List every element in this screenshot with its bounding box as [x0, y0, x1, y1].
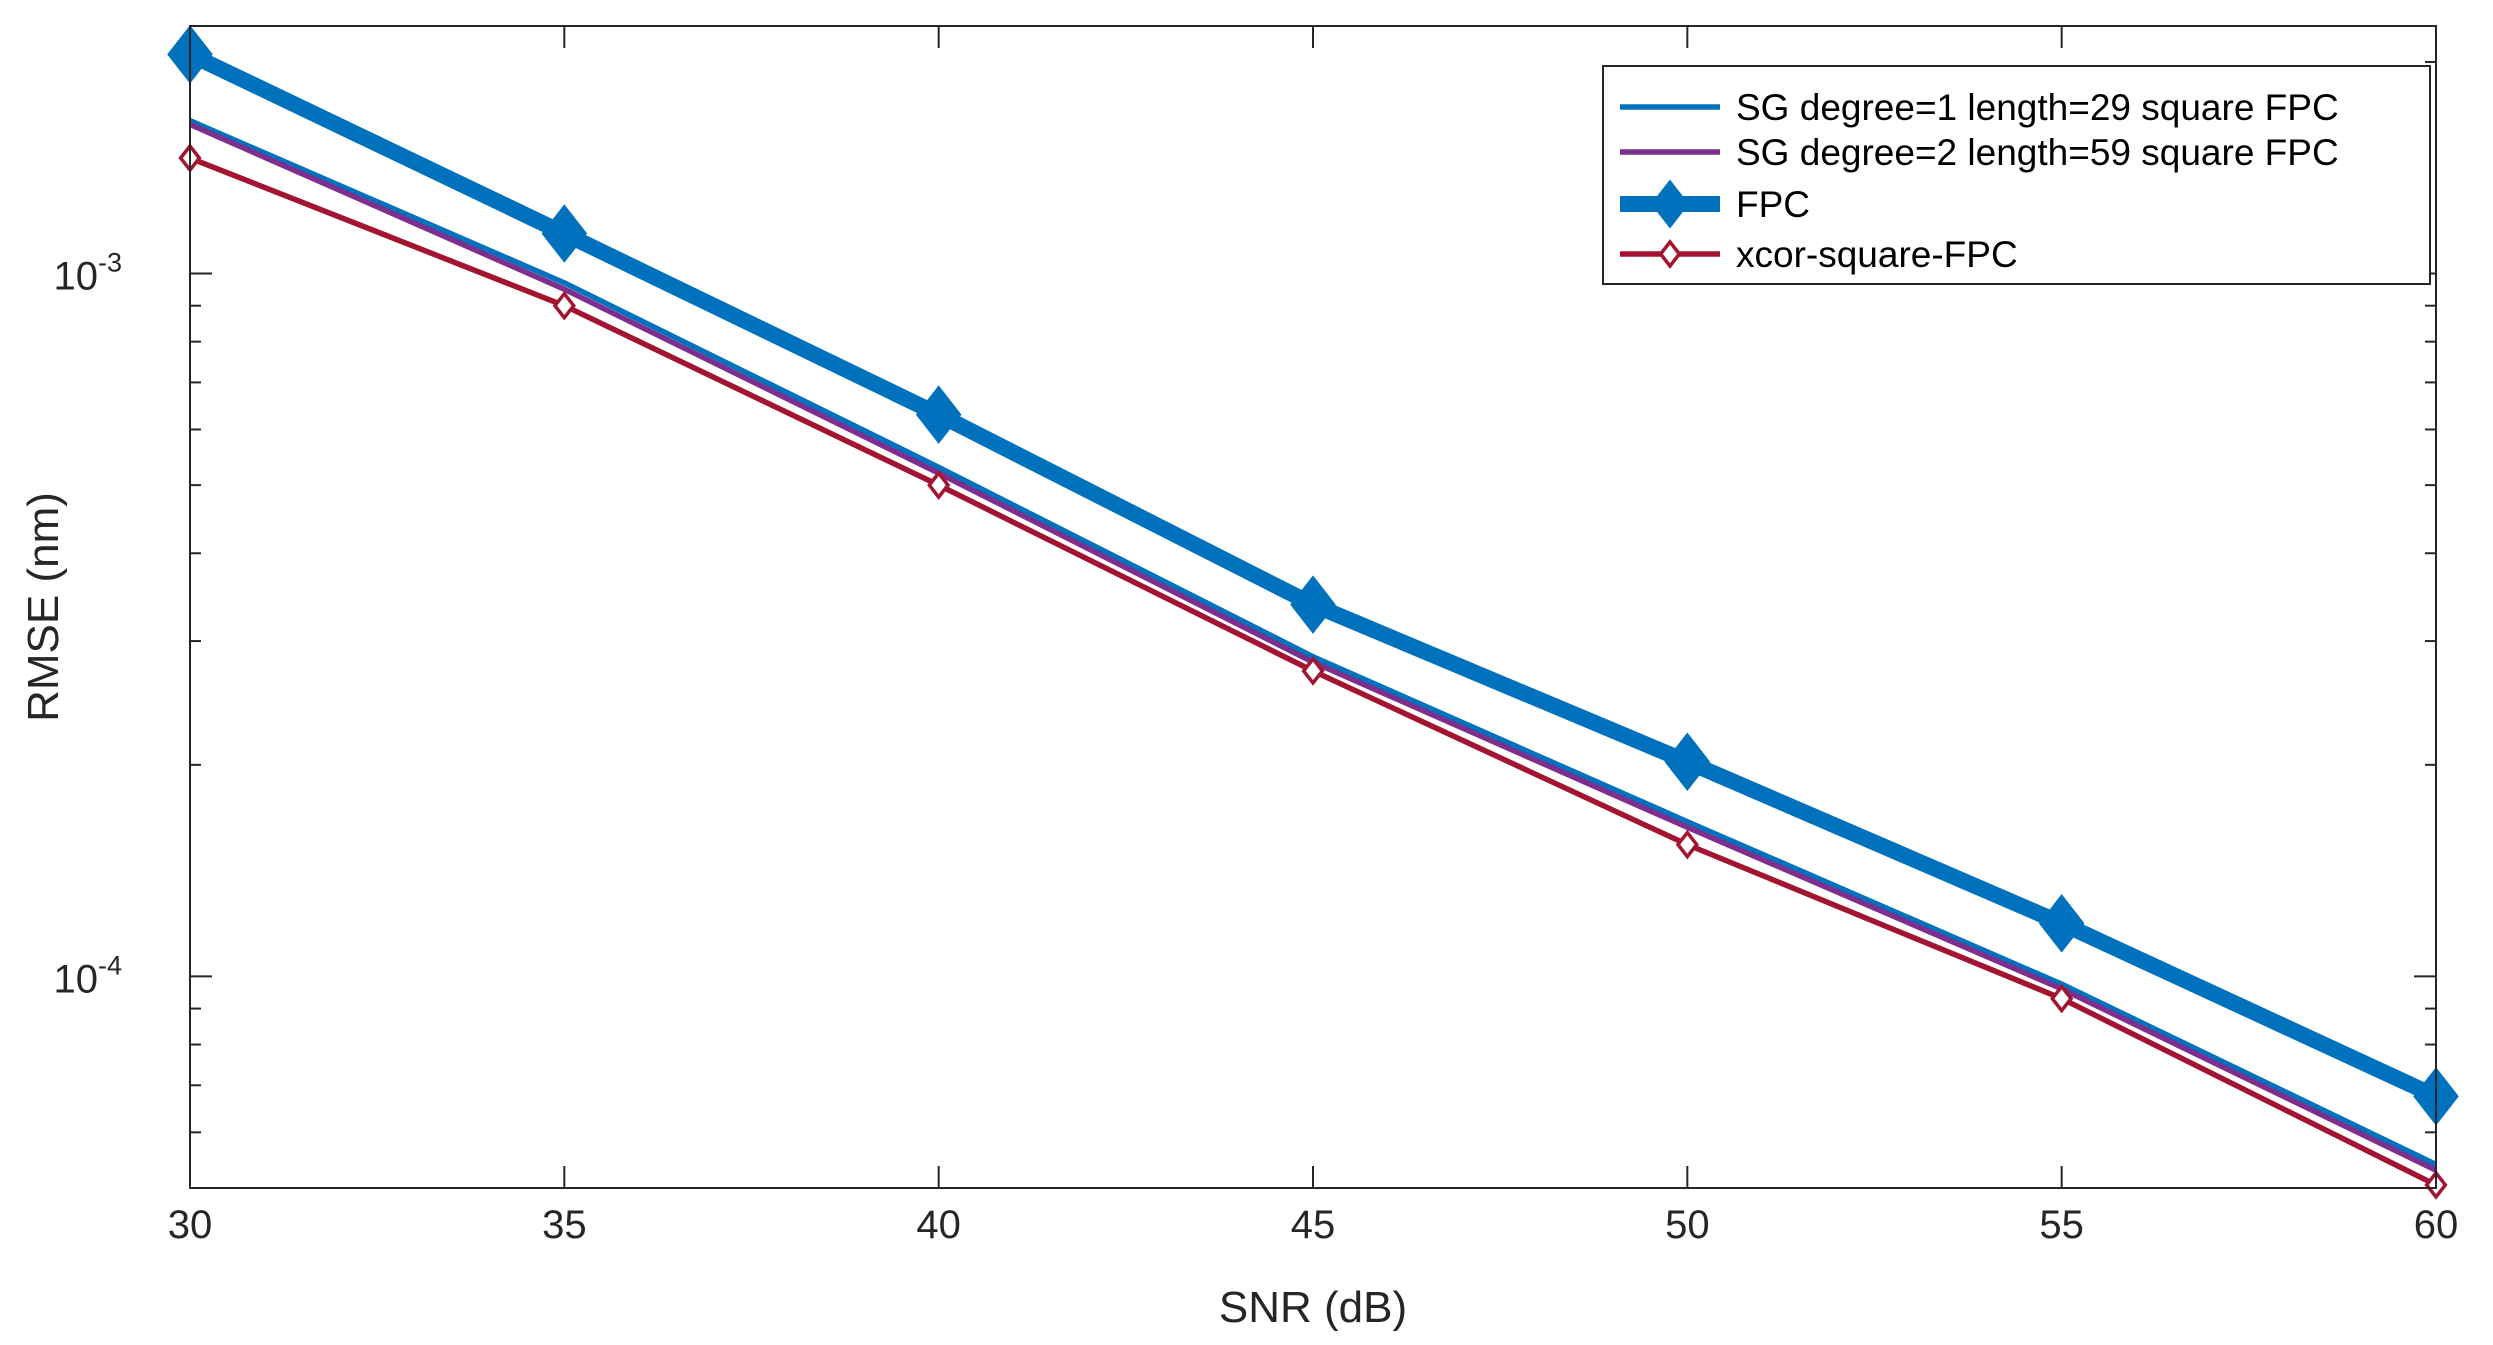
data-point-fpc — [1290, 575, 1336, 634]
data-point-xcor — [552, 290, 576, 321]
legend-marker-fpc — [1650, 179, 1690, 229]
y-tick-label: 10-4 — [53, 950, 122, 1001]
legend-box — [1602, 65, 2431, 285]
x-tick-label: 45 — [1291, 1203, 1336, 1247]
y-tick-label: 10-3 — [53, 248, 122, 299]
x-axis-title: SNR (dB) — [1219, 1283, 1407, 1332]
data-point-fpc — [1664, 732, 1711, 792]
legend-label-4: xcor-square-FPC — [1736, 234, 2018, 275]
data-point-xcor — [927, 470, 951, 500]
data-point-fpc — [541, 204, 588, 263]
legend-label-1: SG degree=1 length=29 square FPC — [1736, 87, 2339, 128]
data-point-fpc — [915, 385, 962, 444]
legend-label-2: SG degree=2 length=59 square FPC — [1736, 132, 2339, 173]
legend-label-3: FPC — [1736, 184, 1810, 225]
data-point-xcor — [1675, 829, 1699, 860]
x-tick-label: 50 — [1665, 1203, 1710, 1247]
tick-layer: 30 35 40 45 50 55 60 10-3 10-4 — [53, 26, 2458, 1247]
y-axis-title: RMSE (nm) — [19, 492, 68, 722]
x-tick-label: 40 — [916, 1203, 961, 1247]
data-point-xcor — [2050, 983, 2074, 1014]
x-tick-label: 35 — [542, 1203, 587, 1247]
x-tick-label: 55 — [2039, 1203, 2084, 1247]
legend-marker-xcor — [1658, 239, 1682, 269]
data-point-fpc — [2038, 894, 2085, 953]
x-tick-label: 30 — [168, 1203, 213, 1247]
data-point-xcor — [1301, 656, 1325, 686]
series-layer — [167, 25, 2459, 1200]
x-tick-label: 60 — [2414, 1203, 2459, 1247]
minor-ticks — [190, 60, 2436, 1189]
